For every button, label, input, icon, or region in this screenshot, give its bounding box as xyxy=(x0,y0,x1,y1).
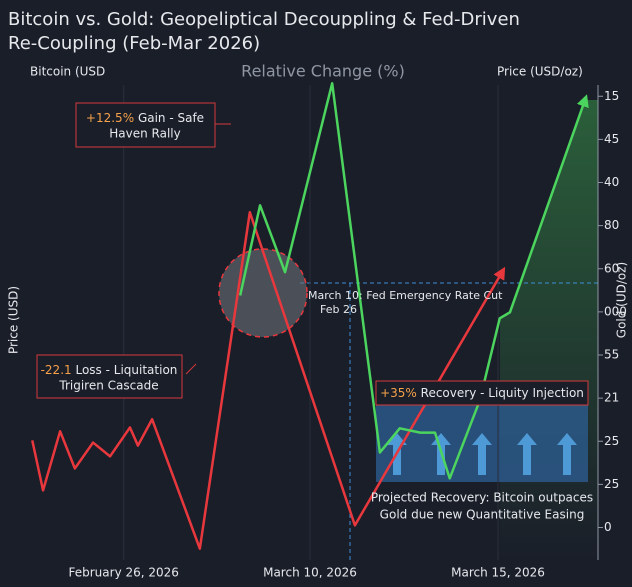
annotation-text: Loss - Liquitation xyxy=(75,363,177,377)
annotation-text: Recovery - Liquity Injection xyxy=(421,386,584,400)
y2-tick-label: 0 xyxy=(604,520,612,534)
annotations: +12.5% Gain - Safe Haven Rally -22.1 Los… xyxy=(36,102,593,522)
annotation-box xyxy=(375,380,589,406)
annotation-box xyxy=(75,102,216,148)
annotation-highlight: -22.1 xyxy=(41,363,72,377)
y2-tick-label: 80 xyxy=(604,218,619,232)
annotation-box xyxy=(36,354,183,399)
annotation: +12.5% Gain - Safe xyxy=(86,111,204,125)
x-tick-label: March 10, 2026 xyxy=(263,566,357,580)
left-header: Bitcoin (USD xyxy=(30,65,105,79)
subtitle: Relative Change (%) xyxy=(241,62,405,81)
right-header: Price (USD/oz) xyxy=(497,65,583,79)
title-line: Re-Coupling (Feb-Mar 2026) xyxy=(8,33,260,54)
annotation-text: Gain - Safe xyxy=(138,111,204,125)
y2-tick-label: 000 xyxy=(604,304,627,318)
title-line: Bitcoin vs. Gold: Geopeliptical Decouppl… xyxy=(8,9,520,30)
y2-tick-label: 21 xyxy=(604,391,619,405)
decorations xyxy=(218,85,599,560)
y2-tick-label: 25 xyxy=(604,434,619,448)
projection-text: Projected Recovery: Bitcoin outpaces xyxy=(371,491,593,505)
event-label: March 10: Fed Emergency Rate Cut xyxy=(308,289,503,302)
y2-tick-label: 45 xyxy=(604,132,619,146)
y2-tick-label: 25 xyxy=(604,477,619,491)
y2-axis-label: Gold (UD/oz) xyxy=(615,262,629,338)
y-axis-label: Price (USD) xyxy=(7,286,21,354)
x-tick-label: March 15, 2026 xyxy=(451,566,545,580)
annotation-highlight: +12.5% xyxy=(86,111,134,125)
series-line xyxy=(238,82,589,480)
event-sublabel: Feb 26 xyxy=(320,303,357,316)
annotation-text: Haven Rally xyxy=(109,127,180,141)
annotation-highlight: +35% xyxy=(380,386,417,400)
annotation: -22.1 Loss - Liquitation xyxy=(41,363,178,377)
annotation: +35% Recovery - Liquity Injection xyxy=(380,386,584,400)
y2-tick-label: 60 xyxy=(604,261,619,275)
x-tick-label: February 26, 2026 xyxy=(69,566,179,580)
projection-text: Gold due new Quantitative Easing xyxy=(380,508,585,522)
y2-tick-label: 40 xyxy=(604,175,619,189)
series-line xyxy=(31,211,506,550)
y2-tick-label: 15 xyxy=(604,89,619,103)
plot: February 26, 2026 March 10, 2026 March 15,… xyxy=(31,82,627,580)
y2-tick-label: 55 xyxy=(604,348,619,362)
connector xyxy=(185,363,197,375)
annotation-text: Trigiren Cascade xyxy=(58,379,158,393)
